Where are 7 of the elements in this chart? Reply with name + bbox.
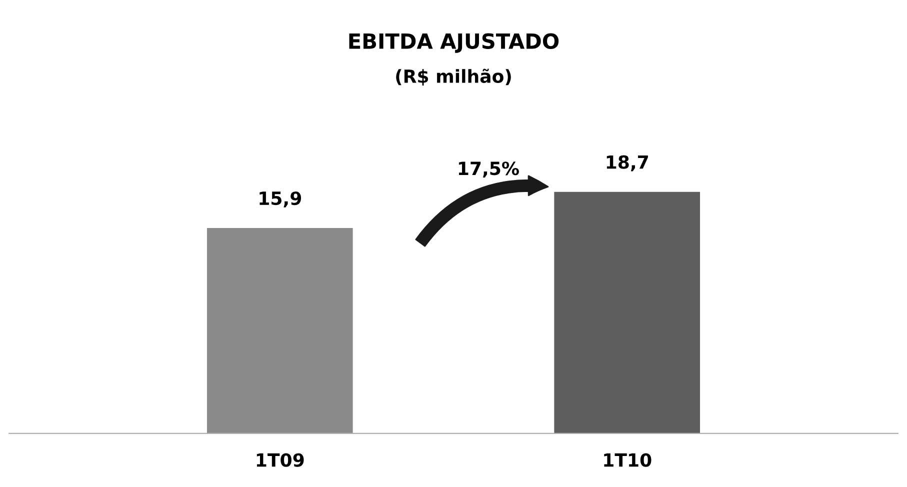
text: 17,5% bbox=[458, 162, 519, 178]
data-label: 18,7 bbox=[606, 155, 648, 172]
x-tick-label: 1T09 bbox=[256, 453, 304, 467]
x-tick-label: 1T10 bbox=[604, 453, 652, 467]
chart-subtitle: (R$ milhão) bbox=[396, 68, 511, 86]
data-label: 15,9 bbox=[260, 191, 302, 208]
chart-title: EBITDA AJUSTADO bbox=[349, 33, 559, 53]
